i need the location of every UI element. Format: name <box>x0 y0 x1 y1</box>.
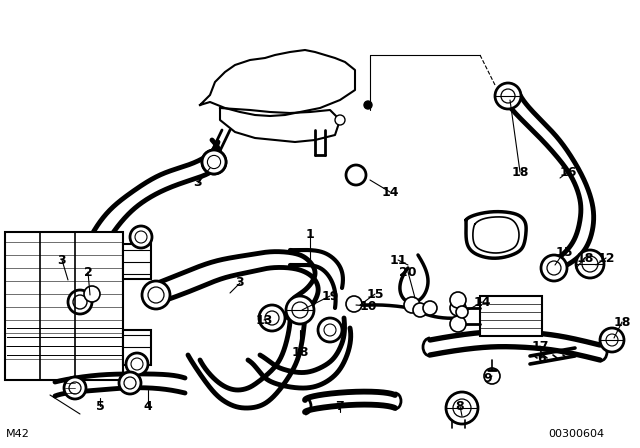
Circle shape <box>364 101 372 109</box>
Text: 15: 15 <box>556 246 573 258</box>
Circle shape <box>119 372 141 394</box>
Text: 4: 4 <box>143 400 152 413</box>
Circle shape <box>450 316 466 332</box>
Circle shape <box>346 296 362 312</box>
Circle shape <box>606 334 618 346</box>
Circle shape <box>84 286 100 302</box>
Bar <box>123 330 151 365</box>
Circle shape <box>64 377 86 399</box>
Circle shape <box>456 306 468 318</box>
Circle shape <box>413 303 427 317</box>
Text: 18: 18 <box>291 345 308 358</box>
Text: 10: 10 <box>359 300 377 313</box>
Text: 6: 6 <box>538 352 547 365</box>
Text: M42: M42 <box>6 429 30 439</box>
Text: 18: 18 <box>613 315 630 328</box>
Text: 5: 5 <box>95 400 104 413</box>
Circle shape <box>576 250 604 278</box>
Text: 1: 1 <box>306 228 314 241</box>
Circle shape <box>324 324 336 336</box>
Circle shape <box>207 155 221 168</box>
Circle shape <box>495 83 521 109</box>
Text: 14: 14 <box>473 296 491 309</box>
Bar <box>5 232 123 380</box>
Text: 18: 18 <box>511 165 529 178</box>
Circle shape <box>446 392 478 424</box>
Polygon shape <box>200 50 355 116</box>
Circle shape <box>124 377 136 389</box>
Circle shape <box>450 300 466 316</box>
Circle shape <box>202 150 226 174</box>
Circle shape <box>541 255 567 281</box>
Text: 18: 18 <box>576 251 594 264</box>
Circle shape <box>130 226 152 248</box>
Text: 7: 7 <box>335 400 344 413</box>
Circle shape <box>142 281 170 309</box>
Circle shape <box>582 256 598 272</box>
Circle shape <box>259 305 285 331</box>
Circle shape <box>404 297 420 313</box>
Circle shape <box>131 358 143 370</box>
Circle shape <box>335 115 345 125</box>
Circle shape <box>135 231 147 243</box>
Text: 16: 16 <box>559 165 577 178</box>
Circle shape <box>265 311 279 325</box>
Circle shape <box>69 382 81 394</box>
Text: 3: 3 <box>194 177 202 190</box>
Circle shape <box>547 261 561 275</box>
Circle shape <box>484 368 500 384</box>
Circle shape <box>73 295 87 309</box>
Circle shape <box>286 296 314 324</box>
Circle shape <box>600 328 624 352</box>
Text: 2: 2 <box>84 266 92 279</box>
Circle shape <box>292 302 308 318</box>
Circle shape <box>450 292 466 308</box>
Text: 15: 15 <box>366 288 384 301</box>
Text: 20: 20 <box>399 266 417 279</box>
Text: 19: 19 <box>321 289 339 302</box>
Text: 9: 9 <box>484 371 492 384</box>
Circle shape <box>501 89 515 103</box>
Text: 3: 3 <box>236 276 244 289</box>
Polygon shape <box>220 108 340 142</box>
Circle shape <box>453 399 471 417</box>
Bar <box>123 244 151 279</box>
Text: 8: 8 <box>456 400 464 413</box>
Circle shape <box>318 318 342 342</box>
Text: 14: 14 <box>381 185 399 198</box>
Text: 3: 3 <box>58 254 67 267</box>
Circle shape <box>148 287 164 303</box>
Text: 12: 12 <box>597 251 615 264</box>
Circle shape <box>126 353 148 375</box>
Text: 13: 13 <box>255 314 273 327</box>
Text: 11: 11 <box>389 254 407 267</box>
Circle shape <box>68 290 92 314</box>
Circle shape <box>202 150 226 174</box>
Circle shape <box>423 301 437 315</box>
Circle shape <box>346 165 366 185</box>
Bar <box>480 296 542 336</box>
Text: 00300604: 00300604 <box>548 429 604 439</box>
Text: 17: 17 <box>531 340 548 353</box>
